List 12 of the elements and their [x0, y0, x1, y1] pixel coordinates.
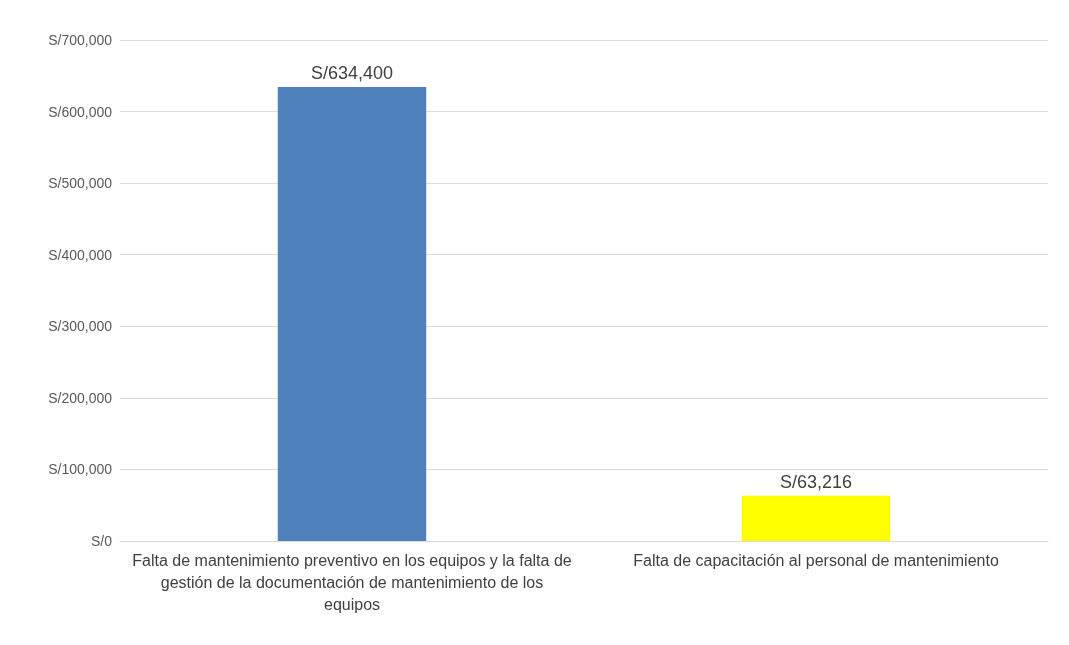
data-label: S/634,400: [310, 62, 394, 83]
data-label: S/63,216: [779, 471, 853, 492]
y-tick-label: S/700,000: [48, 32, 113, 48]
y-tick-label: S/500,000: [48, 175, 113, 192]
y-tick-label: S/100,000: [48, 461, 113, 478]
y-tick-label: S/200,000: [48, 389, 113, 406]
y-tick-label: S/0: [90, 533, 113, 549]
y-tick-label: S/300,000: [48, 318, 113, 335]
x-tick-label: Falta de mantenimiento preventivo en los equipos y la falta de gestión de la documentación de mantenimiento de los equipos: [132, 551, 572, 613]
x-tick-label: Falta de capacitación al personal de mantenimiento: [633, 551, 999, 569]
y-tick-label: S/400,000: [48, 246, 113, 263]
y-tick-label: S/600,000: [48, 103, 113, 120]
